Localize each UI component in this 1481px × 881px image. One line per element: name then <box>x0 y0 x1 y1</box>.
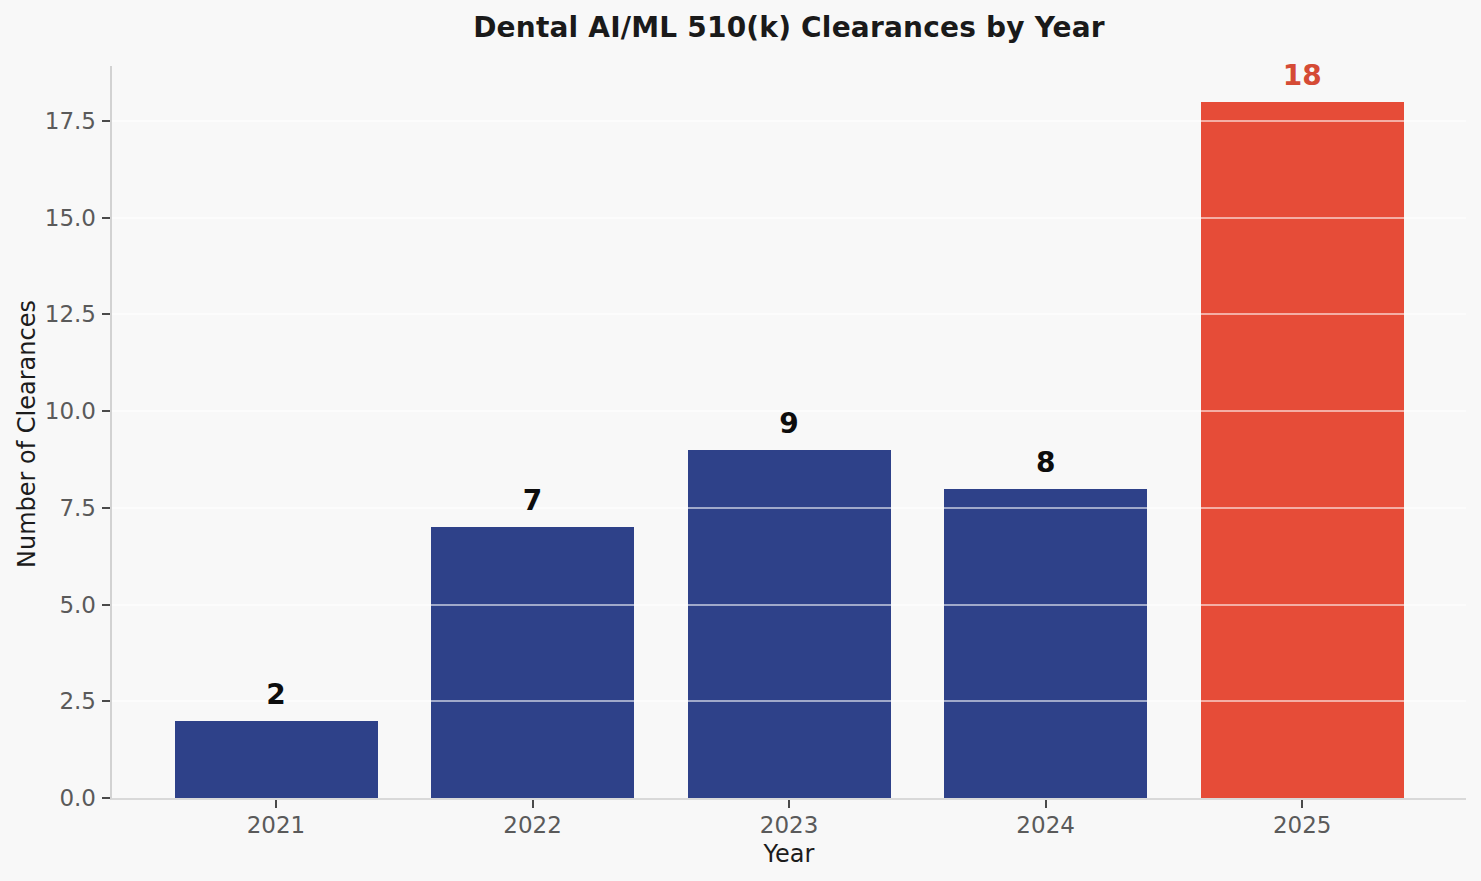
gridline <box>112 217 1466 219</box>
x-axis-label: Year <box>112 840 1466 868</box>
figure: Dental AI/ML 510(k) Clearances by Year 0… <box>0 0 1481 881</box>
y-tick-mark <box>102 410 110 412</box>
bar-2023 <box>688 450 891 798</box>
y-tick-mark <box>102 217 110 219</box>
y-tick-mark <box>102 700 110 702</box>
x-tick-label: 2024 <box>966 812 1126 840</box>
bar-2025 <box>1201 102 1404 798</box>
bar-2022 <box>431 527 634 798</box>
x-tick-mark <box>275 800 277 808</box>
y-tick-label: 17.5 <box>6 107 96 135</box>
y-tick-label: 2.5 <box>6 687 96 715</box>
x-tick-mark <box>788 800 790 808</box>
bar-value-label: 9 <box>719 410 859 438</box>
y-tick-mark <box>102 604 110 606</box>
x-tick-label: 2025 <box>1222 812 1382 840</box>
y-tick-mark <box>102 507 110 509</box>
bar-value-label: 18 <box>1232 62 1372 90</box>
bar-value-label: 7 <box>463 487 603 515</box>
x-tick-label: 2022 <box>453 812 613 840</box>
y-tick-mark <box>102 120 110 122</box>
y-tick-label: 5.0 <box>6 591 96 619</box>
y-tick-mark <box>102 313 110 315</box>
y-tick-label: 15.0 <box>6 204 96 232</box>
x-tick-label: 2021 <box>196 812 356 840</box>
chart-title: Dental AI/ML 510(k) Clearances by Year <box>112 11 1466 44</box>
bar-value-label: 8 <box>976 449 1116 477</box>
bar-2024 <box>944 489 1147 799</box>
x-tick-label: 2023 <box>709 812 869 840</box>
gridline <box>112 604 1466 606</box>
x-tick-mark <box>1301 800 1303 808</box>
y-axis-label: Number of Clearances <box>13 300 41 568</box>
gridline <box>112 120 1466 122</box>
bar-value-label: 2 <box>206 681 346 709</box>
x-tick-mark <box>532 800 534 808</box>
plot-area: 0.02.55.07.510.012.515.017.5220217202292… <box>110 66 1466 800</box>
gridline <box>112 313 1466 315</box>
x-tick-mark <box>1045 800 1047 808</box>
gridline <box>112 507 1466 509</box>
bar-2021 <box>175 721 378 798</box>
y-tick-mark <box>102 797 110 799</box>
y-tick-label: 0.0 <box>6 784 96 812</box>
